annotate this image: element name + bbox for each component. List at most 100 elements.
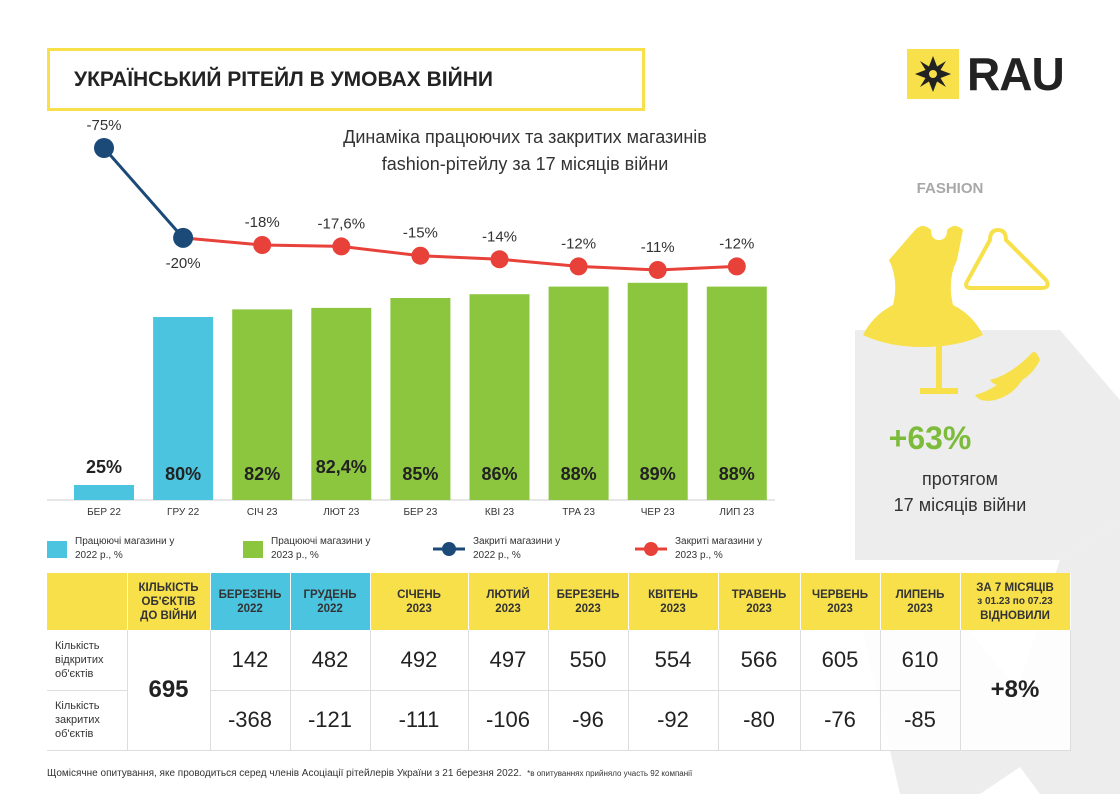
closed-count: -368 [210, 690, 291, 751]
bar-label: 88% [561, 464, 597, 484]
open-count: 497 [468, 630, 549, 691]
x-tick-label: СІЧ 23 [247, 507, 278, 518]
header-empty [47, 573, 128, 630]
closed-count: -106 [468, 690, 549, 751]
point-label: -11% [641, 239, 675, 256]
open-count: 554 [628, 630, 719, 691]
dress-hanger-shoes-icon [863, 226, 1050, 401]
chart-title-line1: Динаміка працюючих та закритих магазинів [343, 127, 707, 147]
legend-closed-2022: Закриті магазини у 2022 р., % [433, 535, 560, 563]
open-count: 142 [210, 630, 291, 691]
legend-closed-2023: Закриті магазини у 2023 р., % [635, 535, 762, 563]
legend-line-marker [433, 542, 465, 556]
bar-label: 82% [244, 464, 280, 484]
line-2022 [102, 147, 185, 239]
legend-line-marker [635, 542, 667, 556]
bar [153, 317, 214, 500]
category-label: FASHION [916, 180, 984, 197]
line-point [411, 246, 430, 265]
bar-label: 82,4% [316, 457, 367, 477]
x-tick-label: ТРА 23 [562, 507, 595, 518]
footer-note: Щомісячне опитування, яке проводиться се… [47, 768, 692, 779]
bar [232, 309, 293, 500]
logo-text: RAU [967, 48, 1065, 100]
closed-count: -76 [800, 690, 881, 751]
rau-logo: RAU [907, 47, 1065, 101]
legend-open-2023: Працюючі магазини у 2023 р., % [243, 535, 370, 563]
x-tick-label: КВІ 23 [485, 507, 515, 518]
legend-label: 2022 р., % [75, 550, 123, 561]
line-point [648, 260, 667, 279]
header-month: ГРУДЕНЬ 2022 [290, 573, 371, 630]
page-title: УКРАЇНСЬКИЙ РІТЕЙЛ В УМОВАХ ВІЙНИ [47, 48, 645, 111]
point-label: -75% [86, 117, 121, 134]
total-restored: +8% [960, 630, 1071, 751]
header-month: ЛЮТИЙ 2023 [468, 573, 549, 630]
footer-text: Щомісячне опитування, яке проводиться се… [47, 768, 522, 779]
point-label: -17,6% [318, 215, 366, 232]
chart: 25% БЕР 22 80% ГРУ 22 82% СІЧ 23 82,4% ЛЮТ 23 85… [47, 117, 775, 518]
closed-count: -96 [548, 690, 629, 751]
legend-swatch [243, 540, 263, 558]
bar [74, 485, 134, 500]
growth-caption-line2: 17 місяців війни [893, 495, 1027, 515]
legend-label: 2023 р., % [675, 550, 723, 561]
bar-label: 89% [640, 464, 676, 484]
closed-count: -121 [290, 690, 371, 751]
bar-label: 86% [481, 464, 517, 484]
legend-open-2022: Працюючі магазини у 2022 р., % [47, 535, 174, 563]
bar-label: 80% [165, 464, 201, 484]
growth-caption-line1: протягом [922, 469, 998, 489]
legend-swatch [47, 540, 67, 558]
legend-label: Працюючі магазини у [271, 536, 371, 547]
x-tick-label: ЛЮТ 23 [323, 507, 360, 518]
open-count: 610 [880, 630, 961, 691]
growth-caption: протягом 17 місяців війни [860, 466, 1060, 518]
bar [627, 282, 688, 500]
legend-label: Закриті магазини у [473, 536, 561, 547]
closed-count: -80 [718, 690, 801, 751]
bar [390, 298, 451, 500]
growth-value: +63% [888, 420, 972, 456]
line-point [727, 257, 746, 276]
bar [469, 294, 530, 500]
bar [548, 286, 609, 500]
x-tick-label: БЕР 23 [403, 507, 437, 518]
closed-count: -85 [880, 690, 961, 751]
chart-title: Динаміка працюючих та закритих магазинів… [290, 124, 760, 178]
header-month: ЛИПЕНЬ 2023 [880, 573, 961, 630]
row-label-open: Кількість відкритих об'єктів [47, 630, 128, 691]
closed-count: -111 [370, 690, 469, 751]
pre-war-count: 695 [127, 630, 211, 751]
x-tick-label: БЕР 22 [87, 507, 121, 518]
line-point [94, 138, 114, 158]
header-month: КВІТЕНЬ 2023 [628, 573, 719, 630]
bar [311, 307, 372, 500]
point-label: -15% [403, 225, 438, 242]
header-month: БЕРЕЗЕНЬ 2022 [210, 573, 291, 630]
point-label: -12% [719, 235, 754, 252]
footer-footnote: *в опитуваннях прийняло участь 92 компан… [527, 769, 693, 778]
bar-label: 88% [719, 464, 755, 484]
point-label: -14% [482, 228, 517, 245]
open-count: 550 [548, 630, 629, 691]
header-month: ТРАВЕНЬ 2023 [718, 573, 801, 630]
x-tick-label: ГРУ 22 [167, 507, 200, 518]
line-point [490, 250, 509, 269]
header-month: БЕРЕЗЕНЬ 2023 [548, 573, 629, 630]
header-pre-war: КІЛЬКІСТЬ ОБ'ЄКТІВ ДО ВІЙНИ [127, 573, 211, 630]
line-point [332, 237, 351, 256]
line-point [253, 236, 272, 254]
bar-label: 25% [86, 457, 122, 477]
header-month: СІЧЕНЬ 2023 [370, 573, 469, 630]
line-point [569, 257, 588, 276]
open-count: 492 [370, 630, 469, 691]
point-label: -20% [166, 255, 201, 272]
legend-label: 2022 р., % [473, 550, 521, 561]
open-count: 566 [718, 630, 801, 691]
open-count: 482 [290, 630, 371, 691]
legend-label: Працюючі магазини у [75, 536, 175, 547]
bar-label: 85% [402, 464, 438, 484]
closed-count: -92 [628, 690, 719, 751]
legend-label: 2023 р., % [271, 550, 319, 561]
